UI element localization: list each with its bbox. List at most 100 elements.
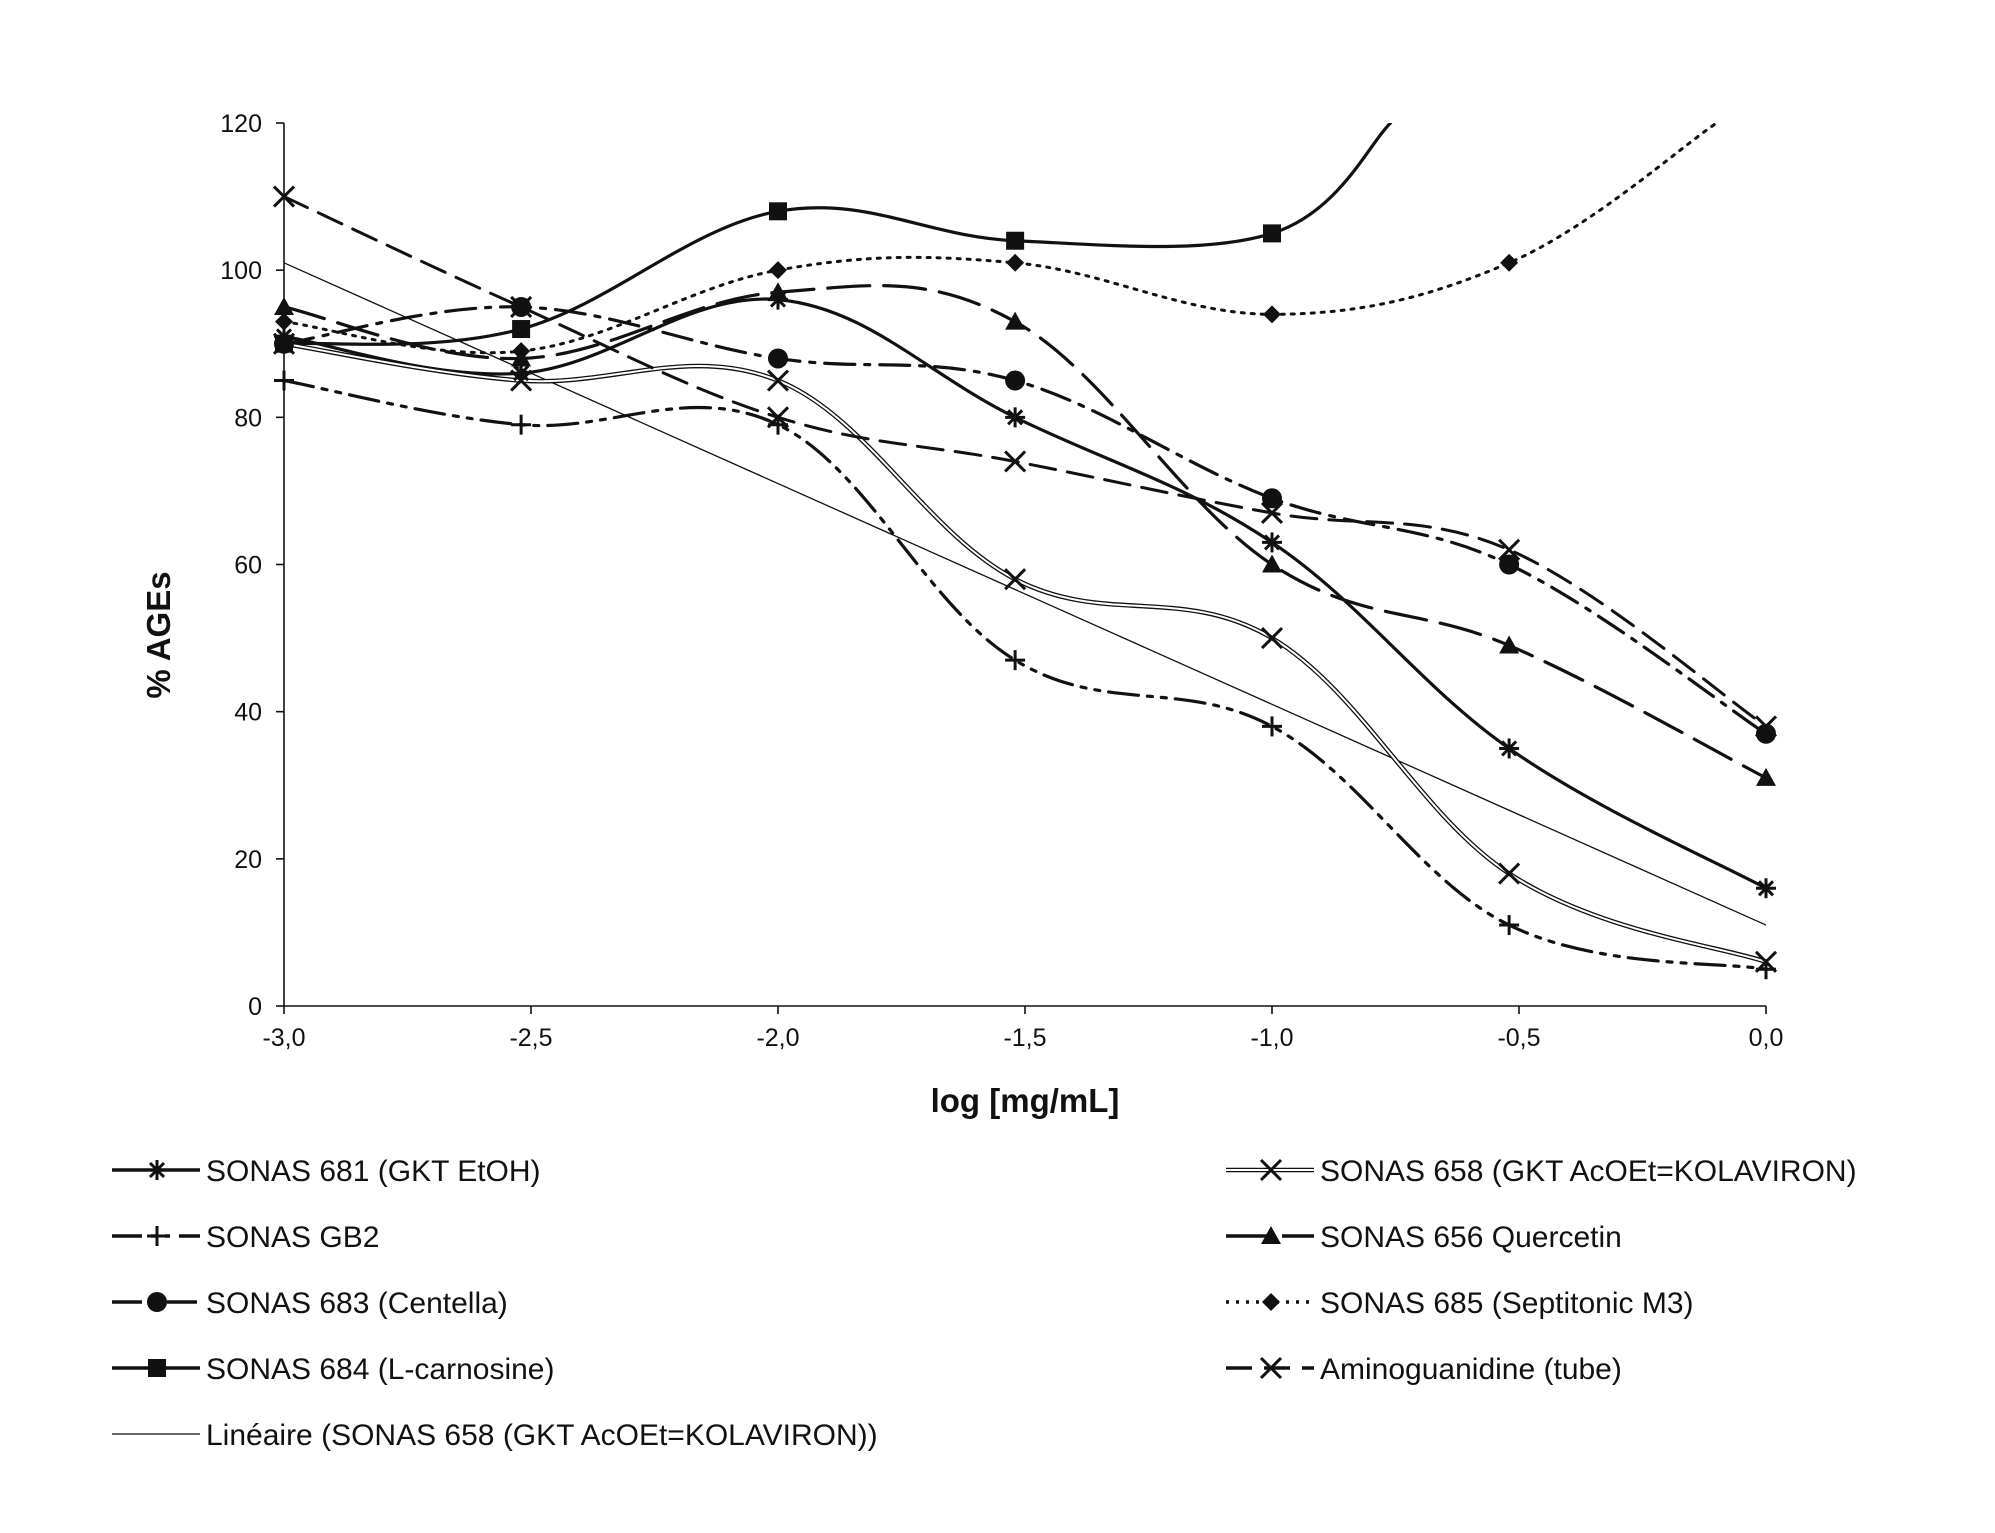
data-point-7-1 xyxy=(274,296,294,315)
legend-item-left-4: SONAS 684 (L-carnosine) xyxy=(112,1353,555,1386)
data-point-9-5 xyxy=(1260,501,1284,525)
data-point-8-4 xyxy=(1006,253,1025,272)
data-point-8-2 xyxy=(512,342,531,361)
data-point-9-7 xyxy=(1754,715,1778,738)
x-axis-title: log [mg/mL] xyxy=(931,1082,1120,1119)
legend-item-right-3: SONAS 685 (Septitonic M3) xyxy=(1226,1287,1694,1320)
series-line-3 xyxy=(284,305,1766,736)
legend-marker xyxy=(1262,1293,1280,1311)
legend-label: SONAS GB2 xyxy=(206,1221,379,1254)
legend-item-left-5: Linéaire (SONAS 658 (GKT AcOEt=KOLAVIRON… xyxy=(112,1419,878,1452)
data-point-1-6 xyxy=(1499,738,1520,759)
y-tick-label: 60 xyxy=(234,552,262,580)
legend-marker xyxy=(1261,1226,1281,1244)
legend-label: SONAS 685 (Septitonic M3) xyxy=(1320,1287,1694,1320)
y-tick-label: 20 xyxy=(234,846,262,874)
legend-label: SONAS 656 Quercetin xyxy=(1320,1221,1622,1254)
y-tick-label: 40 xyxy=(234,699,262,727)
series-line-2 xyxy=(284,378,1766,971)
data-point-1-5 xyxy=(1262,532,1282,553)
legend-item-left-3: SONAS 683 (Centella) xyxy=(112,1287,508,1320)
data-point-9-3 xyxy=(766,406,790,429)
series-line-6-inner xyxy=(284,342,1766,963)
legend-marker xyxy=(147,1292,167,1312)
x-tick-label: 0,0 xyxy=(1749,1024,1784,1052)
y-axis-title: % AGEs xyxy=(140,571,177,698)
data-point-7-4 xyxy=(1005,311,1026,330)
series-line-9 xyxy=(284,195,1766,728)
legend-label: SONAS 684 (L-carnosine) xyxy=(206,1353,555,1386)
data-point-4-2 xyxy=(512,320,531,339)
data-point-1-7 xyxy=(1756,878,1776,899)
data-point-6-4 xyxy=(1004,568,1027,591)
legend-item-right-4: Aminoguanidine (tube) xyxy=(1226,1353,1622,1386)
legend-marker xyxy=(147,1226,167,1246)
legend-marker xyxy=(147,1160,167,1180)
data-point-4-5 xyxy=(1263,224,1281,243)
legend-marker xyxy=(1259,1158,1283,1182)
data-point-6-1 xyxy=(272,332,296,355)
legend-label: Linéaire (SONAS 658 (GKT AcOEt=KOLAVIRON… xyxy=(206,1419,878,1452)
legend-marker xyxy=(1259,1356,1283,1380)
axes: 0 20 40 60 80 100 120 -3,0 -2,5 -2,0 -1,5 -1,0 -0,5 0… xyxy=(220,110,1783,1052)
data-point-3-7 xyxy=(1756,723,1776,744)
legend: SONAS 681 (GKT EtOH) SONAS GB2 SONAS 683 (… xyxy=(112,1155,1857,1452)
data-point-2-1 xyxy=(274,370,294,391)
y-tick-label: 100 xyxy=(220,257,262,285)
x-tick-label: -0,5 xyxy=(1497,1024,1540,1052)
x-tick-label: -1,0 xyxy=(1250,1024,1293,1052)
legend-label: SONAS 683 (Centella) xyxy=(206,1287,508,1320)
data-point-9-2 xyxy=(510,295,533,319)
data-point-3-3 xyxy=(768,348,788,369)
data-point-2-4 xyxy=(1005,650,1026,671)
legend-item-left-2: SONAS GB2 xyxy=(112,1221,379,1254)
data-point-7-6 xyxy=(1499,635,1520,654)
x-tick-label: -2,5 xyxy=(509,1024,552,1052)
data-point-3-4 xyxy=(1005,370,1026,391)
data-point-7-7 xyxy=(1756,767,1776,786)
legend-item-left-1: SONAS 681 (GKT EtOH) xyxy=(112,1155,541,1188)
data-point-1-4 xyxy=(1005,407,1026,428)
data-point-2-2 xyxy=(511,414,532,435)
legend-label: SONAS 658 (GKT AcOEt=KOLAVIRON) xyxy=(1320,1155,1857,1188)
legend-item-right-2: SONAS 656 Quercetin xyxy=(1226,1221,1622,1254)
legend-label: Aminoguanidine (tube) xyxy=(1320,1353,1622,1386)
data-point-7-5 xyxy=(1262,554,1282,573)
data-point-8-6 xyxy=(1500,253,1519,272)
legend-marker xyxy=(148,1359,166,1377)
x-tick-label: -1,5 xyxy=(1003,1024,1046,1052)
data-point-6-2 xyxy=(510,369,533,392)
data-point-6-3 xyxy=(766,369,790,392)
data-point-9-4 xyxy=(1004,450,1027,473)
series-group xyxy=(284,123,1766,971)
data-point-2-6 xyxy=(1499,915,1520,936)
data-point-6-5 xyxy=(1260,627,1284,650)
data-point-2-5 xyxy=(1262,716,1282,737)
y-tick-label: 120 xyxy=(220,110,262,138)
data-point-3-6 xyxy=(1499,554,1520,575)
data-point-7-3 xyxy=(768,282,788,301)
y-tick-label: 80 xyxy=(234,404,262,432)
data-point-4-4 xyxy=(1006,231,1025,250)
data-point-8-1 xyxy=(275,312,293,331)
legend-label: SONAS 681 (GKT EtOH) xyxy=(206,1155,541,1188)
data-point-9-1 xyxy=(272,185,296,208)
data-point-6-6 xyxy=(1498,862,1521,885)
x-tick-label: -3,0 xyxy=(262,1024,305,1052)
data-point-6-7 xyxy=(1754,950,1778,973)
x-tick-label: -2,0 xyxy=(756,1024,799,1052)
y-tick-label: 0 xyxy=(248,993,262,1021)
data-point-3-5 xyxy=(1262,488,1282,509)
data-point-9-6 xyxy=(1498,538,1521,561)
data-point-8-5 xyxy=(1263,305,1281,324)
markers-group xyxy=(272,185,1778,980)
series-line-7 xyxy=(284,284,1766,780)
series-line-5 xyxy=(284,262,1766,926)
data-point-8-3 xyxy=(769,261,787,280)
series-line-6 xyxy=(284,341,1766,965)
data-point-4-3 xyxy=(769,202,787,221)
series-line-8 xyxy=(284,123,1719,355)
legend-item-right-1: SONAS 658 (GKT AcOEt=KOLAVIRON) xyxy=(1226,1155,1857,1188)
